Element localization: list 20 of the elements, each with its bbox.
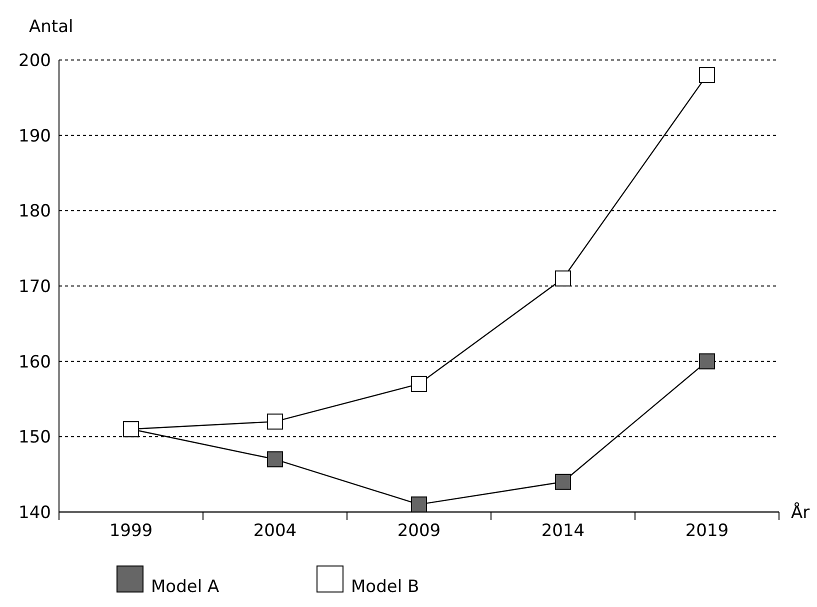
y-tick-label: 200 [18,50,51,71]
y-tick-label: 140 [18,502,51,523]
y-tick-label: 160 [18,352,51,372]
point [699,353,715,370]
point [555,474,571,490]
point [411,496,427,512]
y-tick-label: 180 [18,202,51,222]
y-tick-label: 150 [18,428,51,448]
x-tick-label: 2019 [685,521,729,541]
legend-label: Model A [151,577,220,597]
x-tick-label: 1999 [109,521,153,541]
legend-label: Model B [351,577,420,597]
y-axis-title: Antal [29,17,74,37]
y-tick-label: 170 [18,276,51,297]
x-tick-label: 2004 [253,521,297,541]
y-tick-label: 190 [18,126,51,146]
x-tick-label: 2014 [541,521,585,541]
x-tick-label: 2009 [397,521,441,541]
x-axis-title: År [791,502,810,523]
point [267,451,283,468]
